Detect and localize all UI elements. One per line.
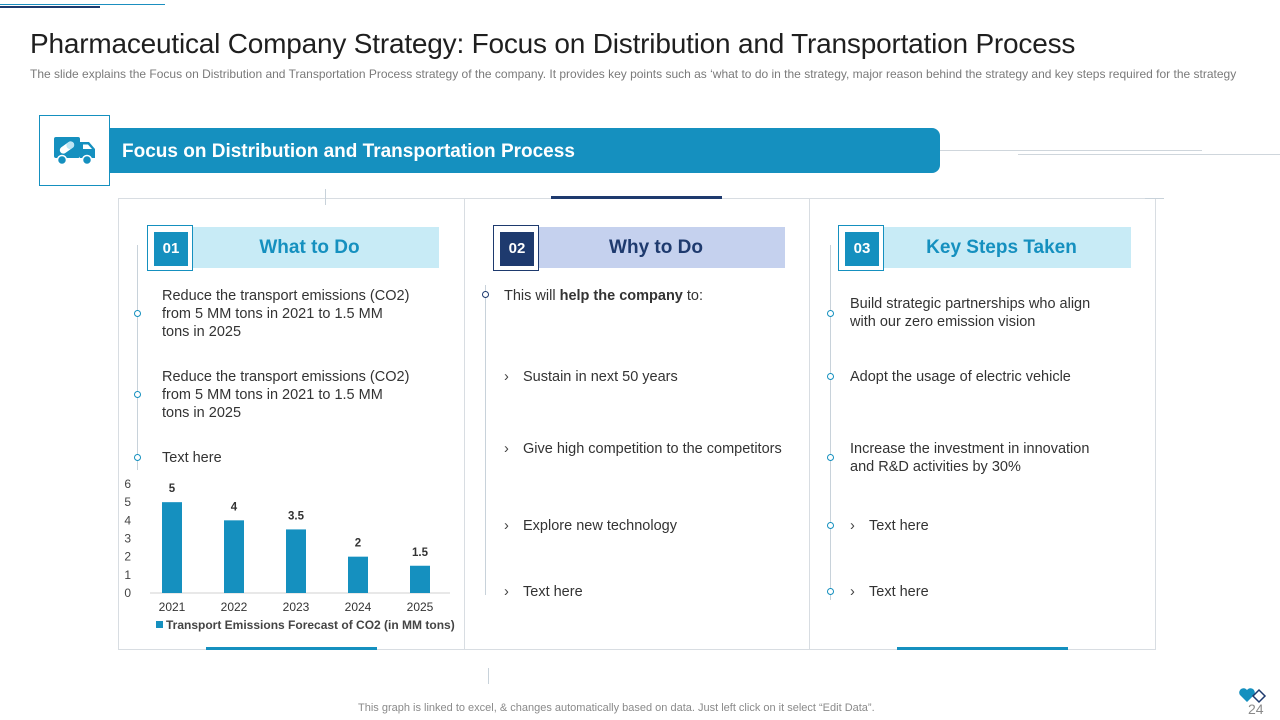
card-heading-why-to-do: Why to Do: [527, 227, 785, 268]
timeline-dot: [482, 291, 489, 298]
chart-legend-label: Transport Emissions Forecast of CO2 (in …: [166, 618, 455, 632]
timeline-line: [137, 245, 138, 470]
footer-note: This graph is linked to excel, & changes…: [358, 702, 875, 714]
card-number-badge: 01: [147, 225, 193, 271]
logo-icon: [1239, 688, 1267, 704]
card-accent-bar: [551, 196, 722, 199]
chart-bar[interactable]: [286, 529, 306, 593]
card-why-to-do: [464, 198, 810, 650]
chart-x-tick-label: 2022: [221, 600, 248, 614]
chart-bar[interactable]: [224, 520, 244, 593]
card-intro-text: This will: [504, 288, 560, 304]
banner-icon-box: [39, 115, 110, 186]
top-accent-line-dark: [0, 6, 100, 8]
chart-y-tick-label: 2: [124, 550, 131, 564]
chart-y-tick-label: 3: [124, 532, 131, 546]
chevron-icon: ›: [850, 518, 855, 534]
chart-bar[interactable]: [410, 565, 430, 593]
top-accent-line: [0, 4, 165, 5]
page-title: Pharmaceutical Company Strategy: Focus o…: [30, 28, 1076, 59]
card-key-steps-taken: [809, 198, 1156, 650]
timeline-dot: [827, 454, 834, 461]
chart-bar[interactable]: [348, 556, 368, 593]
list-item: Text here: [869, 518, 929, 534]
card-intro-text: to:: [682, 288, 704, 304]
chevron-icon: ›: [504, 369, 509, 385]
list-item: Reduce the transport emissions (CO2) fro…: [162, 288, 410, 340]
chart-x-tick-label: 2024: [345, 600, 372, 614]
timeline-dot: [134, 310, 141, 317]
card-connector-tick: [325, 189, 326, 205]
timeline-dot: [827, 522, 834, 529]
card-heading-what-to-do: What to Do: [180, 227, 439, 268]
card-heading-key-steps: Key Steps Taken: [872, 227, 1131, 268]
timeline-dot: [827, 588, 834, 595]
card-intro-emphasis: help the company: [559, 288, 683, 304]
timeline-dot: [827, 310, 834, 317]
list-item: Give high competition to the competitors: [523, 441, 782, 457]
banner-divider-line: [940, 150, 1202, 151]
list-item: Adopt the usage of electric vehicle: [850, 369, 1071, 385]
chart-data-label: 2: [355, 538, 361, 550]
card-number-badge: 02: [493, 225, 539, 271]
chart-data-label: 1.5: [412, 547, 429, 559]
section-banner-title: Focus on Distribution and Transportation…: [122, 141, 575, 162]
card-number: 01: [154, 232, 188, 266]
truck-medicine-icon: [54, 137, 95, 166]
list-item: Explore new technology: [523, 518, 677, 534]
list-item: Text here: [869, 584, 929, 600]
emissions-bar-chart[interactable]: 0 1 2 3 4 5 6 5 4 3.5 2 1.5 2021 2022 2023 2024 2025 T…: [118, 470, 464, 640]
chart-y-tick-label: 1: [124, 568, 131, 582]
timeline-dot: [827, 373, 834, 380]
card-number: 03: [845, 232, 879, 266]
list-item: Text here: [162, 450, 222, 466]
chart-y-tick-label: 6: [124, 477, 131, 491]
timeline-dot: [134, 391, 141, 398]
list-item: Text here: [523, 584, 583, 600]
card-accent-bar: [897, 647, 1068, 650]
timeline-line: [485, 285, 486, 595]
banner-divider-line: [1018, 154, 1280, 155]
chart-x-tick-label: 2025: [407, 600, 434, 614]
section-banner: [100, 128, 940, 173]
list-item: Build strategic partnerships who align w…: [850, 296, 1091, 330]
chart-x-tick-label: 2021: [159, 600, 186, 614]
chevron-icon: ›: [850, 584, 855, 600]
list-item: Increase the investment in innovation an…: [850, 441, 1090, 475]
timeline-dot: [134, 454, 141, 461]
list-item: Reduce the transport emissions (CO2) fro…: [162, 369, 410, 421]
card-connector-tick: [488, 668, 489, 684]
chevron-icon: ›: [504, 584, 509, 600]
card-number: 02: [500, 232, 534, 266]
chart-data-label: 4: [231, 501, 238, 513]
chart-data-label: 5: [169, 483, 176, 495]
chart-x-tick-label: 2023: [283, 600, 310, 614]
chart-bar[interactable]: [162, 502, 182, 593]
chart-y-tick-label: 4: [124, 513, 131, 527]
card-number-badge: 03: [838, 225, 884, 271]
chevron-icon: ›: [504, 441, 509, 457]
chevron-icon: ›: [504, 518, 509, 534]
list-item: Sustain in next 50 years: [523, 369, 678, 385]
chart-legend-swatch: [156, 621, 163, 628]
chart-data-label: 3.5: [288, 510, 305, 522]
card-connector-tick: [1145, 198, 1164, 199]
card-accent-bar: [206, 647, 377, 650]
chart-y-tick-label: 0: [124, 586, 131, 600]
card-intro: This will help the company to:: [504, 287, 794, 305]
page-subtitle: The slide explains the Focus on Distribu…: [30, 67, 1237, 81]
chart-y-tick-label: 5: [124, 495, 131, 509]
page-number: 24: [1248, 701, 1264, 717]
timeline-line: [830, 245, 831, 600]
